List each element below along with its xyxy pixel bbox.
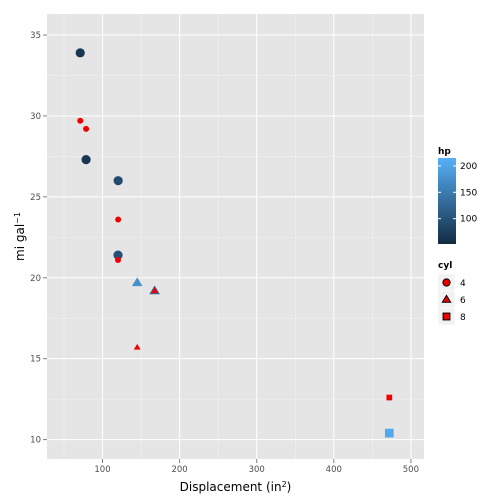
cyl-point: [386, 394, 393, 401]
cyl-point: [115, 256, 122, 263]
cyl-point: [133, 343, 141, 350]
x-axis-ticks: 100 200 300 400 500: [94, 459, 419, 475]
legend-key-triangle: [441, 294, 452, 303]
plot-panel: [47, 14, 424, 459]
legend-cyl-label: 8: [460, 313, 466, 323]
y-tick-label: 35: [30, 31, 41, 41]
hp-point: [131, 277, 143, 287]
cyl-point: [77, 117, 84, 124]
hp-point: [113, 176, 123, 186]
legend-cyl: cyl 4 6 8: [437, 261, 466, 326]
x-tick-label: 500: [403, 465, 419, 475]
y-tick-label: 30: [30, 112, 41, 122]
x-tick-label: 400: [326, 465, 342, 475]
legend-hp-break-label: 200: [460, 162, 477, 172]
legend-cyl-label: 6: [460, 296, 466, 306]
legend-key-circle: [442, 278, 451, 287]
hp-point: [81, 155, 91, 165]
cyl-point: [115, 216, 122, 223]
y-axis-title: mi gal−1: [13, 212, 28, 261]
major-gridlines: [47, 14, 424, 459]
legend-hp-colorbar: [438, 158, 456, 244]
hp-point: [384, 428, 394, 438]
data-points: [75, 48, 394, 438]
cyl-point: [151, 287, 159, 293]
x-axis-title: Displacement (in2): [180, 480, 292, 495]
legend-key-square: [442, 312, 451, 321]
y-tick-label: 15: [30, 355, 41, 365]
legend-hp-break-label: 100: [460, 215, 477, 225]
y-tick-label: 10: [30, 436, 41, 446]
legend-cyl-label: 4: [460, 279, 466, 289]
legend-cyl-entries: 4 6 8: [437, 273, 466, 326]
y-tick-label: 20: [30, 274, 41, 284]
legend-cyl-title: cyl: [438, 261, 452, 271]
y-tick-label: 25: [30, 193, 41, 203]
legend-hp-title: hp: [438, 147, 451, 157]
x-tick-label: 300: [249, 465, 265, 475]
minor-gridlines: [47, 14, 424, 459]
hp-point: [75, 48, 85, 58]
x-tick-label: 200: [171, 465, 187, 475]
legend-hp: hp 100 150 200: [438, 147, 477, 244]
cyl-point: [83, 125, 90, 132]
x-tick-label: 100: [94, 465, 110, 475]
y-axis-ticks: 10 15 20 25 30 35: [30, 31, 47, 446]
legend-hp-breaks: 100 150 200: [438, 162, 477, 225]
hp-point: [113, 250, 123, 260]
legend-hp-break-label: 150: [460, 188, 477, 198]
